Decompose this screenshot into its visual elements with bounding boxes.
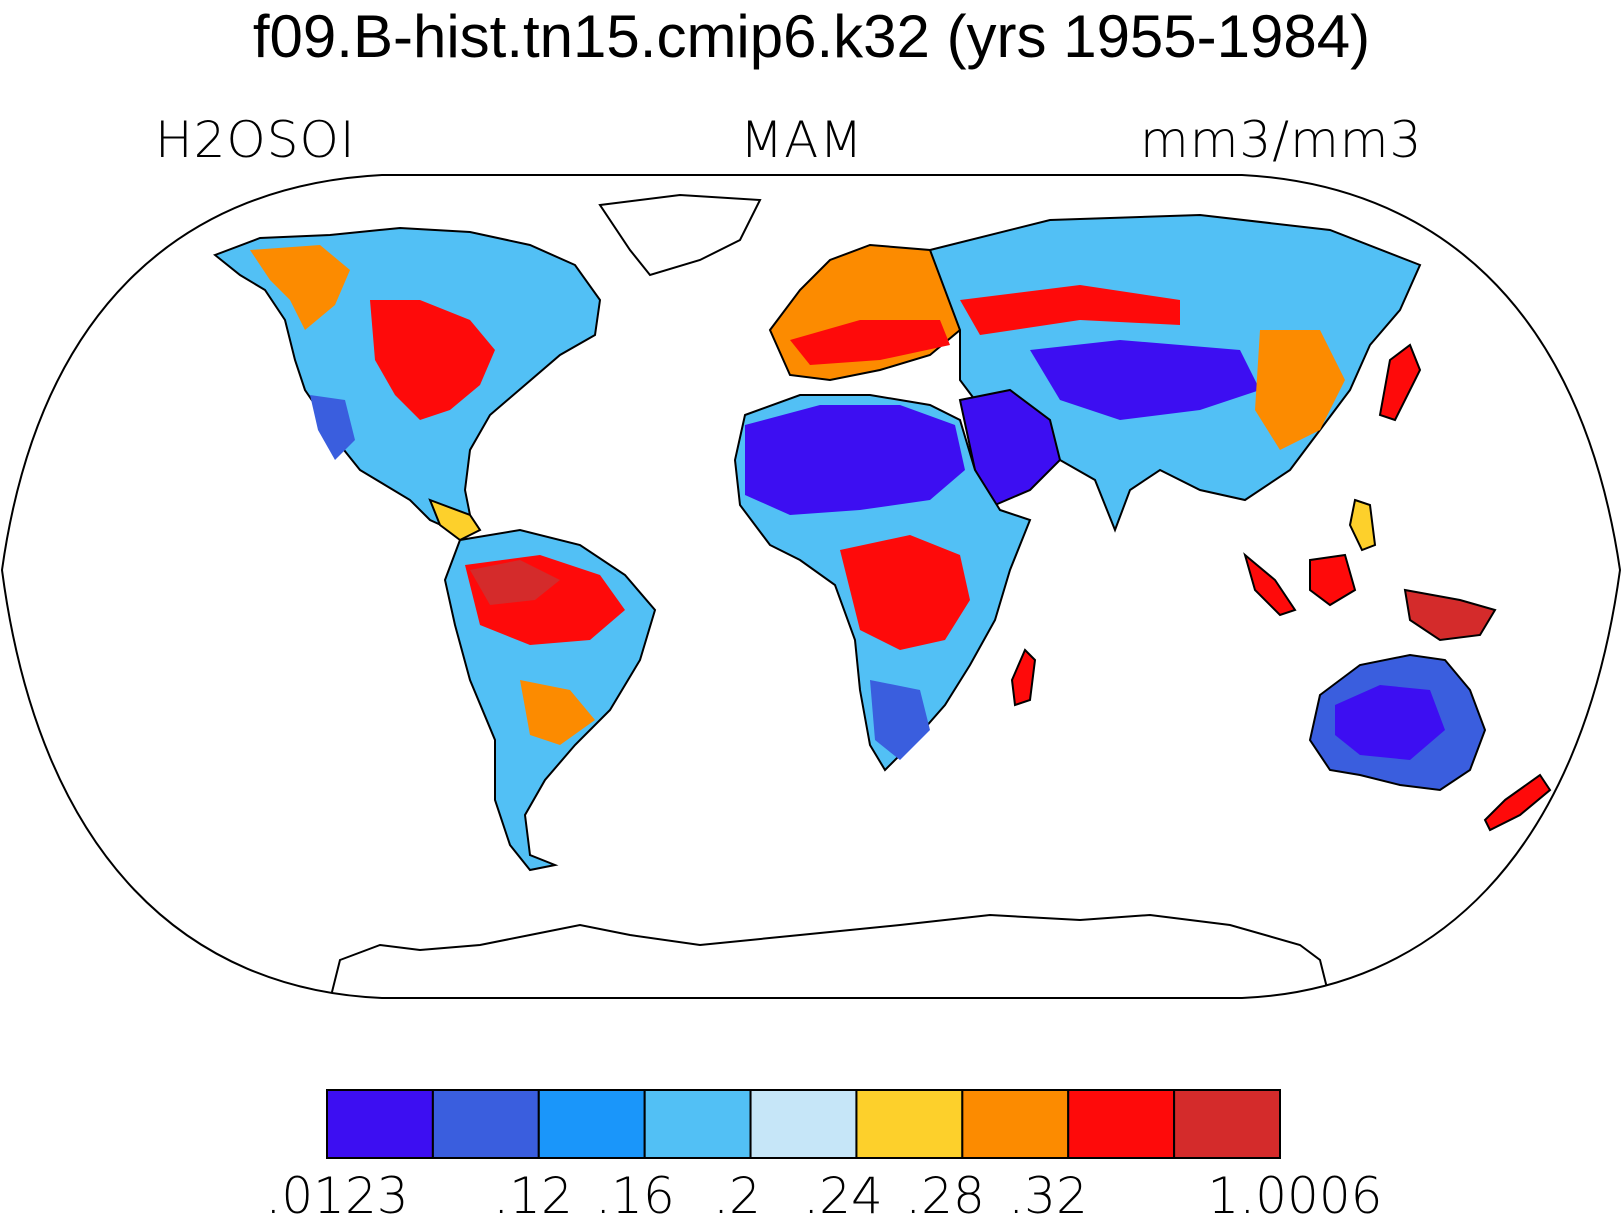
north-america-southwest-dry [310, 395, 355, 460]
map-frame [0, 174, 1622, 999]
new-guinea [1403, 588, 1497, 642]
new-zealand [1483, 773, 1552, 832]
japan [1378, 343, 1422, 422]
australia-interior-dry [1335, 685, 1445, 760]
madagascar [1010, 648, 1037, 707]
colorbar-segment [431, 1089, 540, 1159]
sahara-dry [745, 405, 965, 515]
colorbar-segment [1067, 1089, 1176, 1159]
east-asia-wet [1255, 330, 1345, 450]
sumatra [1243, 552, 1297, 617]
amazon-core [470, 560, 560, 605]
colorbar-segment [855, 1089, 964, 1159]
units-label: mm3/mm3 [1140, 111, 1423, 169]
southern-africa-dry [870, 680, 930, 760]
colorbar-tick-label: .2 [713, 1167, 761, 1225]
borneo [1309, 553, 1357, 607]
south-america-south-wet [520, 680, 595, 745]
colorbar-segment [1173, 1089, 1281, 1159]
colorbar-tick-label: .32 [1008, 1167, 1088, 1225]
central-america [428, 498, 482, 542]
colorbar [326, 1089, 1281, 1159]
colorbar-segment [326, 1089, 434, 1159]
colorbar-segment [749, 1089, 858, 1159]
season-label: MAM [740, 111, 864, 169]
colorbar-tick-label: .28 [905, 1167, 985, 1225]
colorbar-tick-label: 1.0006 [1207, 1167, 1383, 1225]
north-america-east-wet [370, 300, 495, 420]
colorbar-segment [961, 1089, 1070, 1159]
variable-label: H2OSOI [155, 111, 356, 169]
central-africa-wet [840, 535, 970, 650]
map-title: f09.B-hist.tn15.cmip6.k32 (yrs 1955-1984… [252, 3, 1371, 70]
greenland [598, 193, 762, 277]
colorbar-segment [537, 1089, 646, 1159]
north-america-west-wet [250, 245, 350, 330]
colorbar-tick-label: .0123 [265, 1167, 409, 1225]
colorbar-tick-label: .12 [493, 1167, 573, 1225]
europe-wet-band [790, 320, 950, 365]
antarctica [328, 913, 1332, 998]
asia-northern-band [960, 285, 1180, 335]
central-asia-dry [1030, 340, 1260, 420]
colorbar-tick-label: .24 [803, 1167, 883, 1225]
colorbar-tick-label: .16 [595, 1167, 675, 1225]
colorbar-segment [643, 1089, 752, 1159]
philippines [1348, 498, 1377, 552]
